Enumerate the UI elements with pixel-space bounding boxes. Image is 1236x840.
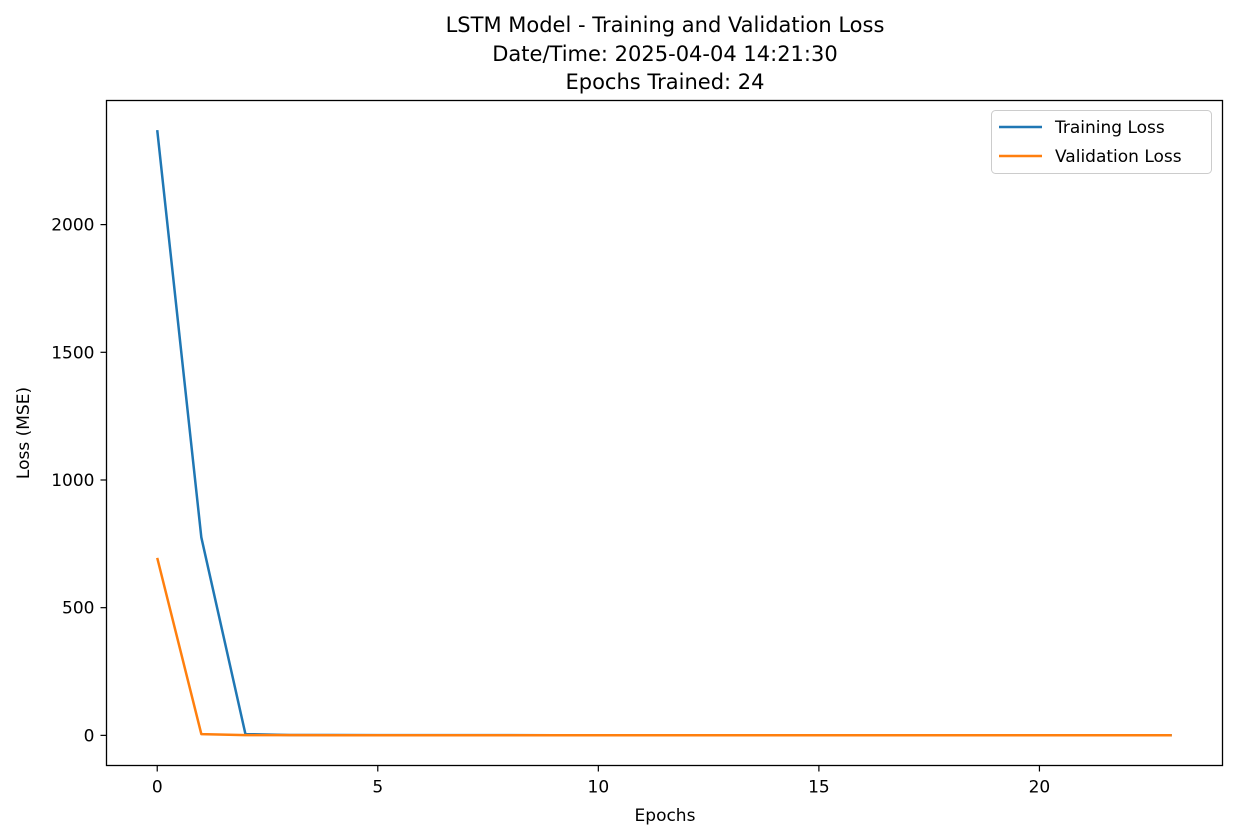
x-tick-label: 5 bbox=[372, 778, 383, 798]
y-tick-label: 0 bbox=[84, 726, 95, 746]
chart-title-line-2: Date/Time: 2025-04-04 14:21:30 bbox=[492, 42, 837, 66]
y-axis-ticks: 0 500 1000 1500 2000 bbox=[51, 216, 107, 746]
y-tick-label: 500 bbox=[62, 599, 94, 619]
legend-label-validation-loss: Validation Loss bbox=[1055, 147, 1182, 167]
plot-frame bbox=[105, 99, 1224, 767]
legend-label-training-loss: Training Loss bbox=[1054, 118, 1165, 138]
plot-series bbox=[155, 129, 1172, 737]
x-tick-label: 20 bbox=[1029, 778, 1051, 798]
x-axis-label: Epochs bbox=[635, 806, 696, 826]
chart-title-line-1: LSTM Model - Training and Validation Los… bbox=[446, 13, 885, 37]
legend: Training Loss Validation Loss bbox=[991, 110, 1212, 174]
series-line-validation-loss bbox=[156, 557, 1172, 737]
legend-box bbox=[991, 110, 1212, 174]
x-tick-label: 0 bbox=[152, 778, 163, 798]
y-tick-label: 1500 bbox=[51, 343, 94, 363]
series-line-training-loss bbox=[155, 129, 1172, 737]
x-tick-label: 10 bbox=[588, 778, 610, 798]
y-axis-label: Loss (MSE) bbox=[14, 387, 34, 479]
y-tick-label: 2000 bbox=[51, 216, 94, 236]
chart-title: LSTM Model - Training and Validation Los… bbox=[446, 13, 885, 94]
y-tick-label: 1000 bbox=[51, 471, 94, 491]
chart-title-line-3: Epochs Trained: 24 bbox=[565, 70, 764, 94]
x-axis-ticks: 0 5 10 15 20 bbox=[152, 765, 1051, 798]
x-tick-label: 15 bbox=[808, 778, 830, 798]
